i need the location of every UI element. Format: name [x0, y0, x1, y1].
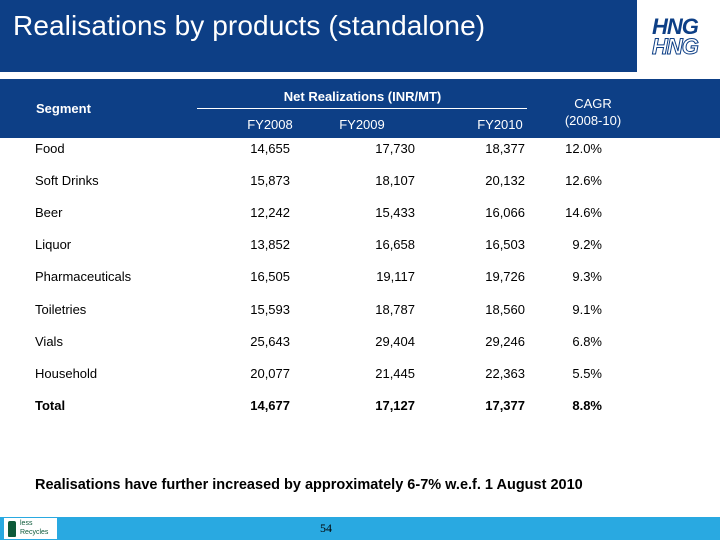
table-row: Vials 25,643 29,404 29,246 6.8% — [0, 327, 720, 359]
fy2009-cell: 18,787 — [375, 301, 415, 317]
fy2010-cell: 17,377 — [485, 397, 525, 413]
table-row: Liquor 13,852 16,658 16,503 9.2% — [0, 230, 720, 262]
fy2010-cell: 16,503 — [485, 237, 525, 253]
fy2010-cell: 18,377 — [485, 141, 525, 156]
fy2008-cell: 16,505 — [250, 269, 290, 285]
realisation-note: Realisations have further increased by a… — [35, 477, 583, 493]
cagr-cell: 14.6% — [565, 205, 602, 221]
cagr-cell: 6.8% — [572, 333, 602, 349]
segment-cell: Toiletries — [35, 301, 87, 317]
net-realizations-header: Net Realizations (INR/MT) — [283, 89, 442, 104]
segment-cell: Beer — [35, 205, 63, 221]
logo-text-bottom: HNG — [652, 34, 700, 59]
fy2010-header: FY2010 — [477, 117, 523, 132]
segment-cell: Household — [35, 365, 98, 381]
table-row: Toiletries 15,593 18,787 18,560 9.1% — [0, 295, 720, 327]
fy2008-cell: 15,593 — [250, 301, 290, 317]
segment-cell: Food — [35, 141, 65, 156]
total-row: Total 14,677 17,127 17,377 8.8% — [0, 391, 720, 423]
cagr-cell: 9.1% — [572, 301, 602, 317]
fy2008-cell: 20,077 — [250, 365, 290, 381]
fy2010-cell: 29,246 — [485, 333, 525, 349]
segment-cell: Liquor — [35, 237, 72, 253]
segment-header: Segment — [36, 101, 91, 116]
fy2008-cell: 25,643 — [250, 333, 290, 349]
footer-bar — [0, 517, 720, 540]
fy2009-cell: 29,404 — [375, 333, 415, 349]
header-divider — [197, 108, 527, 109]
table-row: Soft Drinks 15,873 18,107 20,132 12.6% — [0, 166, 720, 198]
cagr-cell: 12.6% — [565, 173, 602, 189]
fy2009-cell: 18,107 — [375, 173, 415, 189]
fy2010-cell: 18,560 — [485, 301, 525, 317]
cagr-cell: 9.3% — [572, 269, 602, 285]
fy2010-cell: 22,363 — [485, 365, 525, 381]
page-number: 54 — [320, 521, 332, 535]
recycle-logo-line1: less — [20, 520, 33, 527]
cagr-cell: 5.5% — [572, 365, 602, 381]
fy2008-cell: 13,852 — [250, 237, 290, 253]
cagr-cell: 8.8% — [572, 397, 602, 413]
fy2008-cell: 14,677 — [250, 397, 290, 413]
fy2009-cell: 17,730 — [375, 141, 415, 156]
page-title: Realisations by products (standalone) — [13, 10, 486, 41]
fy2008-cell: 15,873 — [250, 173, 290, 189]
fy2009-header: FY2009 — [339, 117, 385, 132]
table-row: Beer 12,242 15,433 16,066 14.6% — [0, 198, 720, 230]
cagr-cell: 12.0% — [565, 141, 602, 156]
cagr-cell: 9.2% — [572, 237, 602, 253]
recycle-logo-line2: Recycles — [20, 529, 49, 536]
fy2008-header: FY2008 — [247, 117, 293, 132]
bottle-icon — [8, 521, 16, 537]
cagr-header-period: (2008-10) — [564, 113, 622, 128]
table-row: Food 14,655 17,730 18,377 12.0% — [0, 134, 720, 166]
recycle-logo: less Recycles — [4, 518, 57, 539]
table-row: Pharmaceuticals 16,505 19,117 19,726 9.3% — [0, 262, 720, 294]
fy2009-cell: 16,658 — [375, 237, 415, 253]
table-row: Household 20,077 21,445 22,363 5.5% — [0, 359, 720, 391]
company-logo: HNG HNG — [637, 0, 720, 72]
cagr-header: CAGR (2008-10) — [548, 95, 638, 129]
fy2010-cell: 19,726 — [485, 269, 525, 285]
fy2008-cell: 14,655 — [250, 141, 290, 156]
fy2008-cell: 12,242 — [250, 205, 290, 221]
fy2009-cell: 19,117 — [376, 269, 415, 285]
cagr-header-label: CAGR — [574, 96, 612, 111]
fy2010-cell: 20,132 — [485, 173, 525, 189]
fy2010-cell: 16,066 — [485, 205, 525, 221]
logo-text-top: HNG — [652, 14, 699, 39]
segment-cell: Pharmaceuticals — [35, 269, 132, 285]
recycle-logo-text: less Recycles — [20, 519, 48, 537]
fy2009-cell: 15,433 — [375, 205, 415, 221]
fy2009-cell: 17,127 — [375, 397, 415, 413]
fy2009-cell: 21,445 — [375, 365, 415, 381]
title-bar: Realisations by products (standalone) — [0, 0, 637, 72]
segment-cell: Total — [35, 397, 66, 413]
segment-cell: Vials — [35, 333, 63, 349]
segment-cell: Soft Drinks — [35, 173, 99, 189]
